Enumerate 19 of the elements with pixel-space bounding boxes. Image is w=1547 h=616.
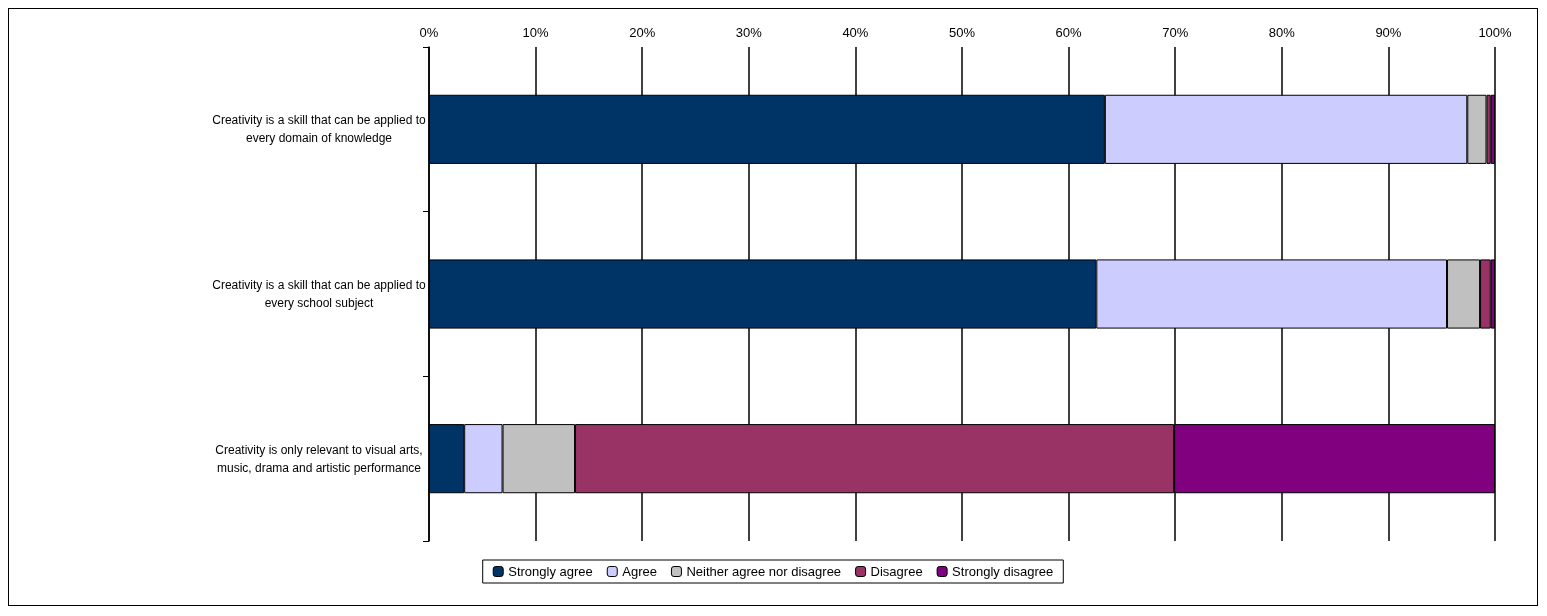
x-tick-label: 30%: [735, 25, 763, 40]
x-tick-label: 80%: [1268, 25, 1296, 40]
y-tick-label: Creativity is a skill that can be applied to every domain of knowledge: [212, 113, 427, 146]
y-tick-label: Creativity is a skill that can be applied to every school subject: [212, 278, 427, 310]
x-tick-label: 100%: [1478, 25, 1513, 40]
x-tick-label: 20%: [629, 25, 656, 40]
x-tick-label: 40%: [842, 25, 869, 40]
legend-label: Agree: [622, 564, 657, 579]
legend-label: Disagree: [870, 564, 923, 579]
x-tick-label: 70%: [1162, 25, 1189, 40]
legend-label: Strongly agree: [508, 564, 593, 579]
legend-label: Neither agree nor disagree: [686, 564, 842, 579]
legend-label: Strongly disagree: [952, 564, 1054, 579]
x-tick-label: 50%: [948, 25, 976, 40]
y-tick-label: Creativity is only relevant to visual arts, music, drama and artistic performance: [215, 442, 423, 475]
x-tick-label: 0%: [419, 25, 439, 40]
x-tick-label: 10%: [522, 25, 550, 40]
x-tick-label: 60%: [1055, 25, 1083, 40]
x-tick-label: 90%: [1375, 25, 1402, 40]
